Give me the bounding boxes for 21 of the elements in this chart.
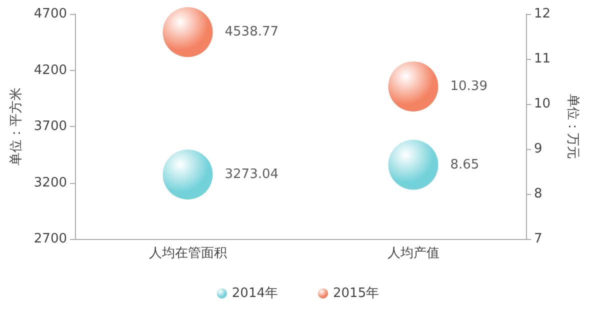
y2-axis-title: 单位：万元: [565, 94, 580, 159]
x-tick-label: 人均在管面积: [148, 246, 227, 261]
y-tick-label: 4700: [34, 6, 67, 22]
y-tick-label: 2700: [34, 232, 67, 246]
y-tick-label: 3200: [34, 175, 67, 190]
legend-label: 2014年: [232, 286, 278, 301]
x-tick-label: 人均产值: [387, 246, 440, 261]
data-label: 4538.77: [224, 24, 279, 40]
y-tick-label: 3700: [34, 119, 67, 134]
y-axis-title: 单位：平方米: [8, 88, 24, 166]
data-label: 10.39: [450, 78, 488, 94]
y2-tick-label: 9: [534, 142, 542, 156]
data-label: 8.65: [450, 157, 480, 172]
y2-tick-label: 10: [534, 96, 551, 112]
y2-tick-label: 7: [534, 232, 542, 246]
y2-tick-label: 11: [534, 52, 551, 66]
legend-label: 2015年: [333, 286, 380, 301]
data-label: 3273.04: [224, 167, 279, 182]
y2-tick-label: 12: [534, 6, 551, 22]
y-tick-label: 4200: [34, 62, 67, 78]
y2-tick-label: 8: [534, 186, 542, 202]
